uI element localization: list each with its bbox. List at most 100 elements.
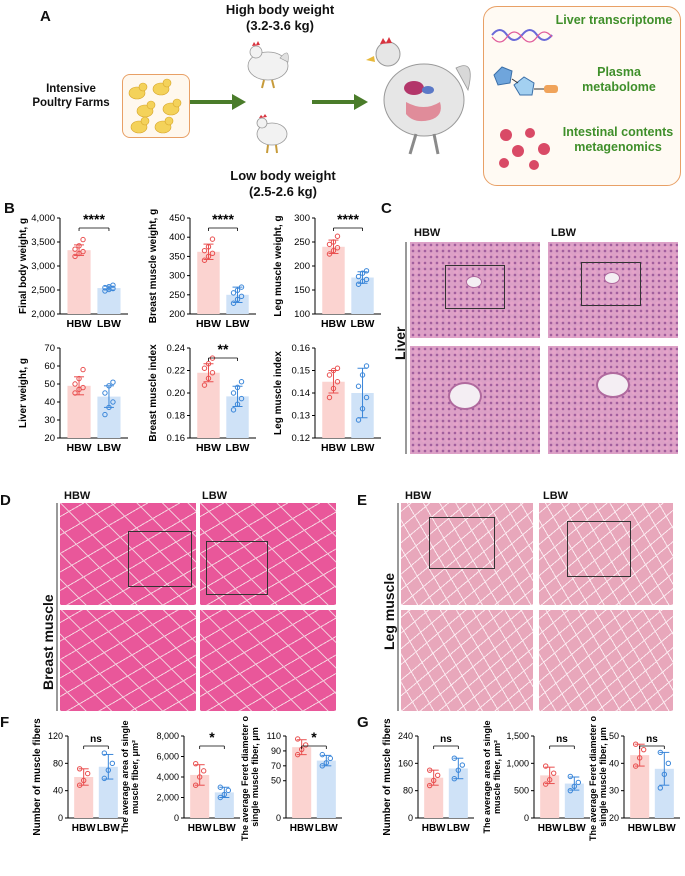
y-tick-label: 2,000 <box>156 793 179 803</box>
chart-g_feret: 20 30 40 50 The average Feret diameter of sin… <box>588 716 680 841</box>
y-tick-label: 250 <box>169 290 185 301</box>
y-tick-label: 0.22 <box>167 366 186 377</box>
sig-label: **** <box>83 211 105 227</box>
data-point <box>201 382 208 388</box>
y-tick-label: 0 <box>276 813 281 823</box>
data-point <box>459 762 466 768</box>
data-point <box>426 782 433 789</box>
data-point <box>234 384 241 391</box>
y-tick-label: 70 <box>271 761 281 771</box>
bar-lbw <box>97 288 121 314</box>
y-tick-label: 40 <box>53 786 63 796</box>
y-tick-label: 3,500 <box>31 237 55 248</box>
data-point <box>238 379 245 385</box>
data-point <box>234 401 241 407</box>
data-point <box>542 763 549 769</box>
data-point <box>102 411 108 418</box>
bar-hbw <box>197 372 220 438</box>
y-tick-label: 80 <box>403 786 413 796</box>
data-point <box>323 760 330 766</box>
data-point <box>102 390 108 396</box>
data-point <box>359 406 366 412</box>
data-point <box>330 385 337 392</box>
e-divider <box>397 503 399 711</box>
data-point <box>330 239 337 245</box>
data-point <box>355 273 362 280</box>
data-point <box>72 390 78 396</box>
data-point <box>238 284 245 290</box>
data-point <box>217 784 224 790</box>
y-tick-label: 100 <box>294 309 310 320</box>
y-tick-label: 80 <box>53 758 63 768</box>
omics-liver: Liver transcriptome <box>555 13 673 27</box>
data-point <box>334 365 341 371</box>
data-point <box>661 771 668 777</box>
x-tick-label: LBW <box>653 823 676 834</box>
high-weight-range: (3.2-3.6 kg) <box>246 18 314 33</box>
data-point <box>205 253 212 260</box>
data-point <box>234 287 241 293</box>
leg-muscle-label: Leg muscle <box>381 572 397 650</box>
sig-label: **** <box>212 211 234 227</box>
high-weight-title: High body weight <box>225 2 335 17</box>
x-tick-label: LBW <box>563 823 586 834</box>
data-point <box>426 767 433 773</box>
y-tick-label: 40 <box>44 397 55 408</box>
data-point <box>205 361 212 367</box>
chart-liver_w: 20 30 40 50 60 70 Liver weight, g HBW LBW <box>18 343 128 454</box>
leg-hbw-overview <box>401 503 533 605</box>
data-point <box>636 755 643 761</box>
panel-label-c: C <box>381 200 392 217</box>
x-tick-label: LBW <box>226 318 250 330</box>
y-tick-label: 50 <box>609 731 619 741</box>
chart-g_num: 0 80 160 240 Number of muscle fibers HBW LBW ns <box>382 718 474 836</box>
y-tick-label: 0.12 <box>292 433 311 444</box>
data-point <box>238 293 245 300</box>
data-point <box>327 755 334 762</box>
bar-lbw <box>316 760 336 818</box>
bar-lbw <box>97 396 121 438</box>
e-hbw-label: HBW <box>405 490 432 502</box>
y-tick-label: 6,000 <box>156 752 179 762</box>
y-tick-label: 8,000 <box>156 731 179 741</box>
y-tick-label: 50 <box>44 379 55 390</box>
sig-label: * <box>311 729 317 745</box>
data-point <box>326 372 333 378</box>
chicks-icon <box>128 78 182 134</box>
data-point <box>451 776 458 782</box>
omics-box: Liver transcriptome Plasma metabolome In… <box>483 6 681 186</box>
data-point <box>326 241 333 248</box>
data-point <box>302 742 309 748</box>
y-tick-label: 2,000 <box>31 309 55 320</box>
sig-label: * <box>209 729 215 745</box>
data-point <box>319 763 326 769</box>
x-tick-label: LBW <box>226 442 250 454</box>
y-axis-label: The average Feret diameter of <box>588 716 598 841</box>
liver-lbw-zoom <box>548 346 678 454</box>
data-point <box>110 399 116 405</box>
data-point <box>110 379 116 385</box>
y-axis-label: The average Feret diameter of <box>240 716 250 841</box>
bar-hbw <box>67 385 91 438</box>
x-tick-label: LBW <box>213 823 236 834</box>
data-point <box>205 244 212 250</box>
y-axis-label: Leg muscle index <box>273 351 284 435</box>
data-point <box>632 741 639 747</box>
x-tick-label: LBW <box>97 823 120 834</box>
data-point <box>451 755 458 761</box>
y-tick-label: 1,500 <box>506 731 529 741</box>
y-tick-label: 90 <box>271 746 281 756</box>
omics-intestinal: Intestinal contents metagenomics <box>562 125 674 154</box>
bar-lbw <box>226 294 249 314</box>
data-point <box>234 296 241 303</box>
breast-lbw-overview <box>200 503 336 605</box>
data-point <box>665 760 672 767</box>
panel-label-b: B <box>4 200 15 217</box>
chart-breast_idx: 0.16 0.18 0.20 0.22 0.24 Breast muscle index H… <box>148 341 256 454</box>
data-point <box>80 248 86 255</box>
y-tick-label: 0.16 <box>167 433 186 444</box>
chart-leg_w: 100 150 200 250 300 Leg muscle weight, g HBW LB… <box>273 211 381 330</box>
x-tick-label: HBW <box>422 823 446 834</box>
y-axis-label: single muscle fiber, μm <box>598 727 608 827</box>
sig-label: ns <box>556 734 568 745</box>
